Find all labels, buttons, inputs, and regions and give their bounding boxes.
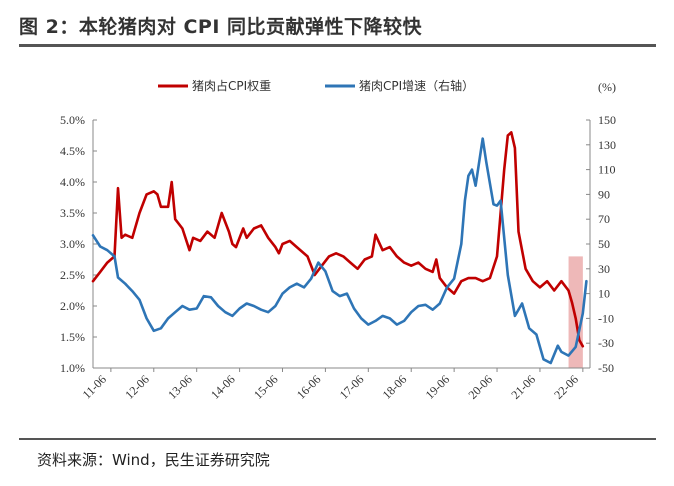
- x-tick-label: 21-06: [508, 372, 538, 402]
- source-note: 资料来源：Wind，民生证券研究院: [37, 451, 270, 469]
- right-tick-label: 30: [598, 262, 610, 276]
- left-tick-label: 3.5%: [60, 206, 85, 220]
- series-line-2: [91, 137, 588, 365]
- x-tick-label: 11-06: [80, 372, 109, 401]
- axes-layer: 1.0% 1.5% 2.0% 2.5% 3.0% 3.5% 4.0% 4.5% 5.0% -50 -…: [60, 113, 616, 402]
- x-tick-label: 22-06: [551, 372, 581, 402]
- right-tick-label: -30: [598, 336, 614, 350]
- legend-label-1: 猪肉占CPI权重: [192, 78, 271, 93]
- x-tick-label: 16-06: [294, 372, 324, 402]
- chart: 1.0% 1.5% 2.0% 2.5% 3.0% 3.5% 4.0% 4.5% 5.0% -50 -…: [60, 78, 616, 402]
- right-tick-label: -50: [598, 361, 614, 375]
- left-tick-label: 1.0%: [60, 361, 85, 375]
- series-line-1: [91, 131, 585, 348]
- right-tick-label: -10: [598, 311, 614, 325]
- x-tick-label: 17-06: [337, 372, 367, 402]
- title-rule: [19, 44, 656, 47]
- left-tick-label: 2.5%: [60, 268, 85, 282]
- right-axis-unit: (%): [598, 80, 616, 94]
- left-tick-label: 3.0%: [60, 237, 85, 251]
- right-tick-label: 90: [598, 187, 610, 201]
- x-tick-label: 13-06: [165, 372, 195, 402]
- legend-layer: 猪肉占CPI权重 猪肉CPI增速（右轴）: [158, 78, 474, 93]
- figure-title: 图 2：本轮猪肉对 CPI 同比贡献弹性下降较快: [19, 16, 423, 38]
- series-layer: [91, 131, 588, 365]
- right-tick-label: 50: [598, 237, 610, 251]
- left-tick-label: 4.5%: [60, 144, 85, 158]
- source-rule: [19, 438, 656, 440]
- legend-label-2: 猪肉CPI增速（右轴）: [359, 78, 474, 93]
- x-tick-label: 12-06: [122, 372, 152, 402]
- x-tick-label: 20-06: [465, 372, 495, 402]
- left-tick-label: 4.0%: [60, 175, 85, 189]
- right-tick-label: 70: [598, 212, 610, 226]
- left-tick-label: 1.5%: [60, 330, 85, 344]
- x-tick-label: 15-06: [251, 372, 281, 402]
- x-tick-label: 14-06: [208, 372, 238, 402]
- x-tick-label: 18-06: [380, 372, 410, 402]
- left-tick-label: 2.0%: [60, 299, 85, 313]
- right-tick-label: 130: [598, 138, 616, 152]
- right-tick-label: 110: [598, 163, 616, 177]
- left-tick-label: 5.0%: [60, 113, 85, 127]
- x-tick-label: 19-06: [423, 372, 453, 402]
- right-tick-label: 10: [598, 287, 610, 301]
- right-tick-label: 150: [598, 113, 616, 127]
